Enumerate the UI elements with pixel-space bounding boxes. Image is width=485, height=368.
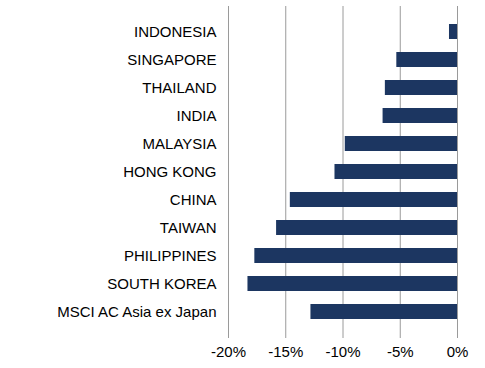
svg-text:INDONESIA: INDONESIA (134, 23, 217, 40)
svg-text:MALAYSIA: MALAYSIA (143, 135, 217, 152)
svg-text:-10%: -10% (325, 343, 360, 360)
svg-text:SOUTH KOREA: SOUTH KOREA (107, 275, 216, 292)
svg-text:TAIWAN: TAIWAN (160, 219, 217, 236)
svg-text:HONG KONG: HONG KONG (123, 163, 216, 180)
svg-text:PHILIPPINES: PHILIPPINES (124, 247, 217, 264)
svg-text:THAILAND: THAILAND (142, 79, 216, 96)
svg-text:INDIA: INDIA (176, 107, 216, 124)
svg-text:MSCI AC Asia ex Japan: MSCI AC Asia ex Japan (57, 303, 216, 320)
svg-text:SINGAPORE: SINGAPORE (127, 51, 216, 68)
svg-text:-15%: -15% (268, 343, 303, 360)
svg-text:0%: 0% (447, 343, 469, 360)
svg-text:CHINA: CHINA (170, 191, 217, 208)
svg-text:-5%: -5% (387, 343, 414, 360)
svg-text:-20%: -20% (211, 343, 246, 360)
